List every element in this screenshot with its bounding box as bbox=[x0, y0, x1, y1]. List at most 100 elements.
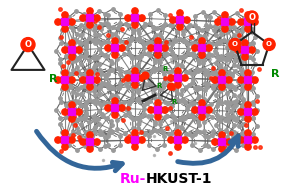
Circle shape bbox=[206, 107, 212, 113]
Circle shape bbox=[85, 13, 95, 23]
Circle shape bbox=[132, 144, 138, 150]
Circle shape bbox=[76, 109, 82, 115]
Circle shape bbox=[162, 45, 168, 51]
Circle shape bbox=[132, 68, 138, 74]
Circle shape bbox=[80, 139, 86, 145]
Circle shape bbox=[62, 136, 69, 143]
Circle shape bbox=[252, 77, 258, 83]
Circle shape bbox=[112, 52, 118, 58]
Circle shape bbox=[153, 105, 163, 115]
Circle shape bbox=[175, 74, 182, 81]
Circle shape bbox=[199, 38, 205, 44]
Circle shape bbox=[69, 108, 76, 115]
Circle shape bbox=[238, 109, 244, 115]
Circle shape bbox=[55, 77, 61, 83]
Circle shape bbox=[60, 17, 70, 27]
Circle shape bbox=[112, 44, 119, 51]
Circle shape bbox=[168, 137, 174, 143]
Circle shape bbox=[154, 44, 161, 51]
Circle shape bbox=[62, 70, 68, 76]
Circle shape bbox=[212, 139, 218, 145]
Circle shape bbox=[139, 15, 145, 21]
Circle shape bbox=[67, 45, 77, 55]
Circle shape bbox=[229, 38, 241, 50]
Text: O: O bbox=[232, 41, 238, 47]
Circle shape bbox=[119, 45, 125, 51]
Circle shape bbox=[218, 77, 225, 84]
Circle shape bbox=[142, 72, 149, 79]
Circle shape bbox=[125, 137, 131, 143]
Circle shape bbox=[131, 74, 138, 81]
Circle shape bbox=[243, 107, 253, 117]
Circle shape bbox=[243, 75, 253, 85]
Circle shape bbox=[94, 139, 100, 145]
Text: O: O bbox=[248, 12, 256, 22]
Circle shape bbox=[69, 137, 75, 143]
Circle shape bbox=[222, 26, 228, 32]
Circle shape bbox=[168, 75, 174, 81]
Circle shape bbox=[87, 146, 93, 152]
Circle shape bbox=[175, 144, 181, 150]
Text: O: O bbox=[25, 40, 32, 49]
Circle shape bbox=[244, 77, 251, 84]
Circle shape bbox=[155, 114, 161, 120]
Circle shape bbox=[131, 15, 138, 22]
Circle shape bbox=[62, 130, 68, 136]
Circle shape bbox=[249, 47, 255, 53]
Text: Ru-: Ru- bbox=[120, 172, 146, 186]
Circle shape bbox=[112, 38, 118, 44]
Circle shape bbox=[240, 45, 250, 55]
Circle shape bbox=[62, 77, 69, 84]
Circle shape bbox=[199, 114, 205, 120]
Circle shape bbox=[80, 77, 86, 83]
Circle shape bbox=[130, 135, 140, 145]
Circle shape bbox=[119, 105, 125, 111]
Circle shape bbox=[105, 105, 111, 111]
Circle shape bbox=[222, 19, 229, 26]
Circle shape bbox=[245, 26, 251, 32]
Circle shape bbox=[110, 103, 120, 113]
Circle shape bbox=[243, 17, 253, 27]
Circle shape bbox=[199, 100, 205, 106]
Circle shape bbox=[192, 45, 198, 51]
Circle shape bbox=[62, 144, 68, 150]
Circle shape bbox=[212, 77, 218, 83]
Circle shape bbox=[76, 47, 82, 53]
Circle shape bbox=[148, 45, 154, 51]
Circle shape bbox=[110, 43, 120, 53]
Circle shape bbox=[125, 15, 131, 21]
Text: HKUST-1: HKUST-1 bbox=[146, 172, 213, 186]
Circle shape bbox=[62, 12, 68, 18]
Circle shape bbox=[244, 136, 251, 143]
Circle shape bbox=[175, 130, 181, 136]
Text: R: R bbox=[48, 74, 57, 84]
Circle shape bbox=[87, 70, 93, 76]
Circle shape bbox=[244, 19, 251, 26]
Circle shape bbox=[132, 22, 138, 28]
Circle shape bbox=[62, 19, 69, 26]
Circle shape bbox=[242, 40, 248, 46]
Circle shape bbox=[62, 26, 68, 32]
Circle shape bbox=[85, 137, 95, 147]
Circle shape bbox=[238, 77, 244, 83]
Circle shape bbox=[184, 17, 190, 23]
Text: R: R bbox=[162, 66, 167, 72]
Circle shape bbox=[199, 52, 205, 58]
Circle shape bbox=[226, 139, 232, 145]
Circle shape bbox=[154, 106, 161, 114]
Circle shape bbox=[69, 40, 75, 46]
Circle shape bbox=[148, 107, 154, 113]
Circle shape bbox=[245, 116, 251, 122]
Circle shape bbox=[69, 54, 75, 60]
Circle shape bbox=[177, 10, 183, 16]
Circle shape bbox=[217, 75, 227, 85]
Circle shape bbox=[67, 107, 77, 117]
Circle shape bbox=[197, 43, 207, 53]
Circle shape bbox=[112, 98, 118, 104]
Circle shape bbox=[242, 54, 248, 60]
Circle shape bbox=[87, 132, 93, 138]
Circle shape bbox=[219, 146, 225, 152]
Text: R: R bbox=[271, 69, 279, 79]
Circle shape bbox=[263, 38, 275, 50]
Circle shape bbox=[252, 109, 258, 115]
